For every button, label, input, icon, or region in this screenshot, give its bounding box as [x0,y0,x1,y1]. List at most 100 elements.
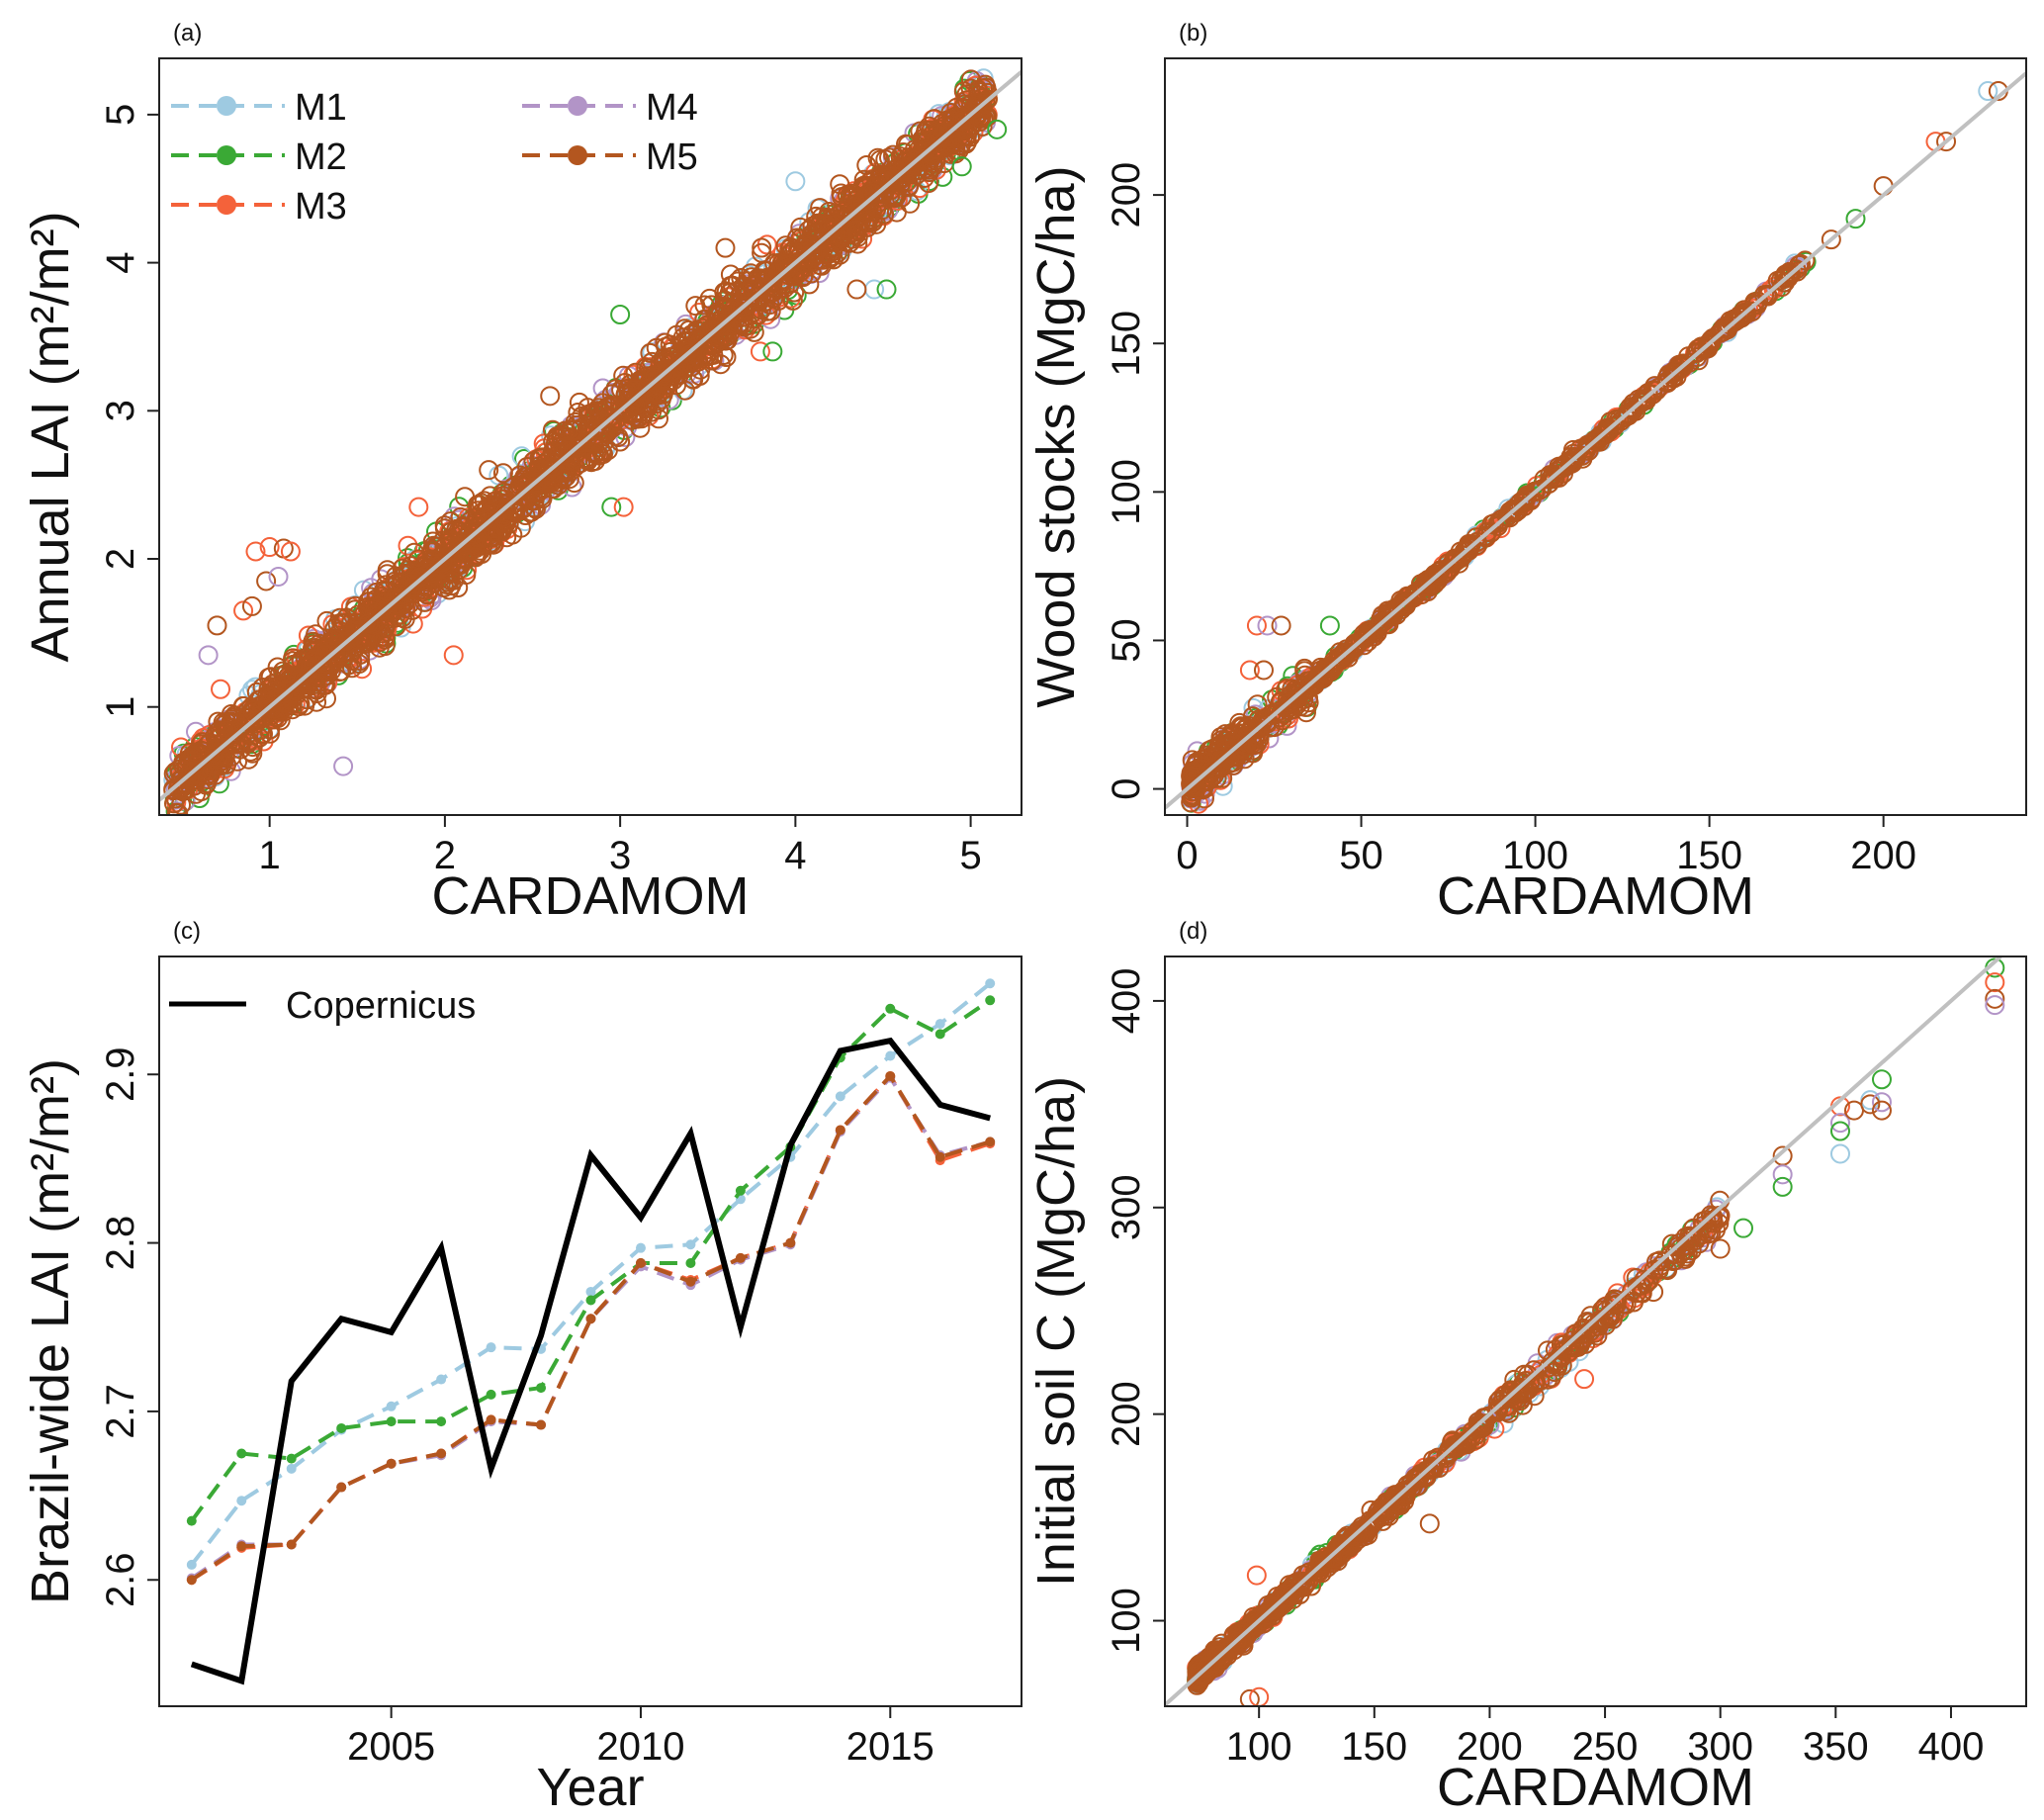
one-to-one-line [1165,71,2026,810]
series-point-M1 [835,1091,845,1102]
point-M5 [390,604,410,625]
series-point-M5 [735,1252,746,1263]
legend-marker-M2 [217,145,236,165]
legend-label-M1: M1 [295,87,347,129]
point-M5 [921,120,941,140]
point-M5 [273,683,294,704]
series-point-M2 [236,1448,247,1459]
point-M5 [968,85,989,106]
outlier-point-M2 [1845,209,1866,229]
point-M5 [628,387,649,408]
series-point-M1 [985,978,996,989]
point-M5 [800,236,820,256]
point-M5 [307,691,327,712]
point-M5 [230,733,251,754]
point-M5 [1278,693,1298,714]
point-M5 [1736,304,1757,324]
series-point-M5 [336,1482,347,1493]
outlier-point-M2 [987,119,1008,139]
point-M5 [975,74,996,95]
point-M5 [752,237,772,258]
point-M5 [940,117,960,137]
series-point-M5 [486,1414,496,1425]
outlier-point-M5 [540,386,561,407]
outlier-point-M5 [1936,132,1957,152]
point-M5 [645,367,665,388]
x-tick-label: 5 [959,834,981,877]
x-tick-label: 4 [784,834,806,877]
outlier-point-M5 [1873,176,1894,197]
outlier-point-M3 [613,497,634,517]
point-M5 [841,206,861,227]
point-M5 [1529,480,1550,500]
point-M5 [716,347,737,367]
point-M5 [242,743,263,764]
outlier-point-M3 [245,541,266,562]
y-tick-label: 100 [1105,459,1148,525]
point-M5 [1264,717,1285,738]
point-M5 [592,402,612,422]
point-M5 [1315,664,1336,684]
point-M5 [672,327,693,348]
plot-area [186,978,996,1685]
point-M5 [231,717,251,738]
point-M5 [1774,268,1795,289]
outlier-point-M3 [211,679,231,699]
legend-marker-M5 [568,145,587,165]
series-point-M2 [486,1389,496,1400]
point-M5 [1356,626,1377,647]
point-M5 [523,477,544,498]
point-M5 [453,517,474,538]
point-M5 [1310,660,1331,681]
x-tick-label: 150 [1676,834,1742,877]
series-point-M5 [436,1448,447,1459]
x-tick-label: 2 [434,834,456,877]
outlier-point-M3 [259,537,280,558]
point-M5 [953,81,974,102]
point-M5 [788,248,809,268]
series-point-M1 [236,1496,247,1506]
x-axis-title: CARDAMOM [432,866,750,926]
point-M5 [1288,687,1308,708]
point-M5 [1371,612,1391,633]
outlier-point-M5 [846,279,867,300]
point-M5 [1687,338,1708,359]
y-tick-label: 2 [99,548,142,570]
x-tick-label: 2010 [596,1725,684,1769]
x-tick-label: 200 [1850,834,1916,877]
outlier-point-M2 [876,279,897,300]
series-point-M2 [286,1453,297,1464]
outlier-point-M5 [1821,229,1841,250]
point-M5 [316,653,337,674]
point-M5 [956,84,977,105]
point-M5 [1506,500,1526,520]
point-M5 [297,689,317,710]
point-M5 [1184,774,1204,795]
outlier-point-M2 [762,341,783,362]
outlier-point-M3 [408,497,429,517]
x-tick-label: 100 [1502,834,1568,877]
y-tick-label: 200 [1105,162,1148,228]
series-point-M1 [685,1239,696,1250]
x-axis-title: Year [536,1758,644,1817]
legend: Copernicus [169,985,476,1027]
plot-area [1165,71,2026,814]
point-M5 [696,345,717,366]
point-M5 [1631,393,1651,413]
point-M5 [197,770,218,789]
point-M5 [467,495,488,515]
series-point-M5 [685,1276,696,1287]
y-axis-title: Brazil-wide LAI (m²/m²) [21,1058,80,1604]
series-point-M1 [436,1374,447,1385]
outlier-point-M2 [1319,615,1340,636]
point-M5 [742,276,762,297]
point-M5 [830,174,850,195]
point-M5 [316,610,337,631]
series-point-M2 [735,1185,746,1196]
panel-label: (b) [1179,20,1207,46]
outlier-point-M5 [715,237,736,258]
series-point-M1 [186,1559,197,1570]
point-M5 [755,261,776,282]
series-point-M2 [536,1383,547,1394]
